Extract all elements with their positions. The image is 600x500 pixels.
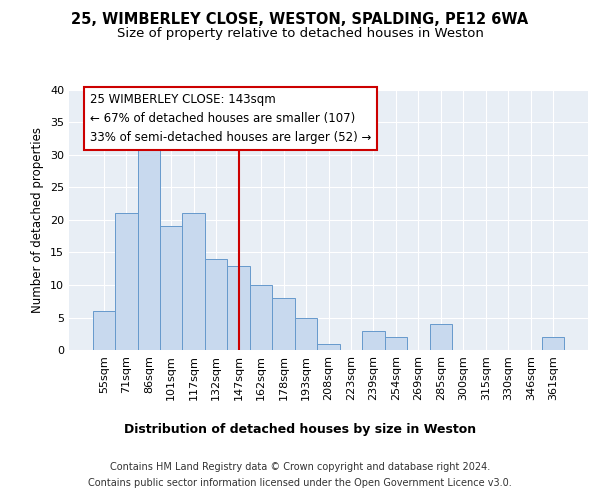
Bar: [272, 298, 295, 350]
Text: Size of property relative to detached houses in Weston: Size of property relative to detached ho…: [116, 28, 484, 40]
Bar: [295, 318, 317, 350]
Bar: [115, 214, 137, 350]
Bar: [182, 214, 205, 350]
Bar: [385, 337, 407, 350]
Bar: [160, 226, 182, 350]
Text: 25 WIMBERLEY CLOSE: 143sqm
← 67% of detached houses are smaller (107)
33% of sem: 25 WIMBERLEY CLOSE: 143sqm ← 67% of deta…: [90, 92, 371, 144]
Text: 25, WIMBERLEY CLOSE, WESTON, SPALDING, PE12 6WA: 25, WIMBERLEY CLOSE, WESTON, SPALDING, P…: [71, 12, 529, 28]
Bar: [250, 285, 272, 350]
Bar: [227, 266, 250, 350]
Bar: [92, 311, 115, 350]
Bar: [430, 324, 452, 350]
Y-axis label: Number of detached properties: Number of detached properties: [31, 127, 44, 313]
Bar: [137, 148, 160, 350]
Bar: [317, 344, 340, 350]
Text: Contains public sector information licensed under the Open Government Licence v3: Contains public sector information licen…: [88, 478, 512, 488]
Bar: [542, 337, 565, 350]
Text: Contains HM Land Registry data © Crown copyright and database right 2024.: Contains HM Land Registry data © Crown c…: [110, 462, 490, 472]
Bar: [362, 330, 385, 350]
Text: Distribution of detached houses by size in Weston: Distribution of detached houses by size …: [124, 422, 476, 436]
Bar: [205, 259, 227, 350]
